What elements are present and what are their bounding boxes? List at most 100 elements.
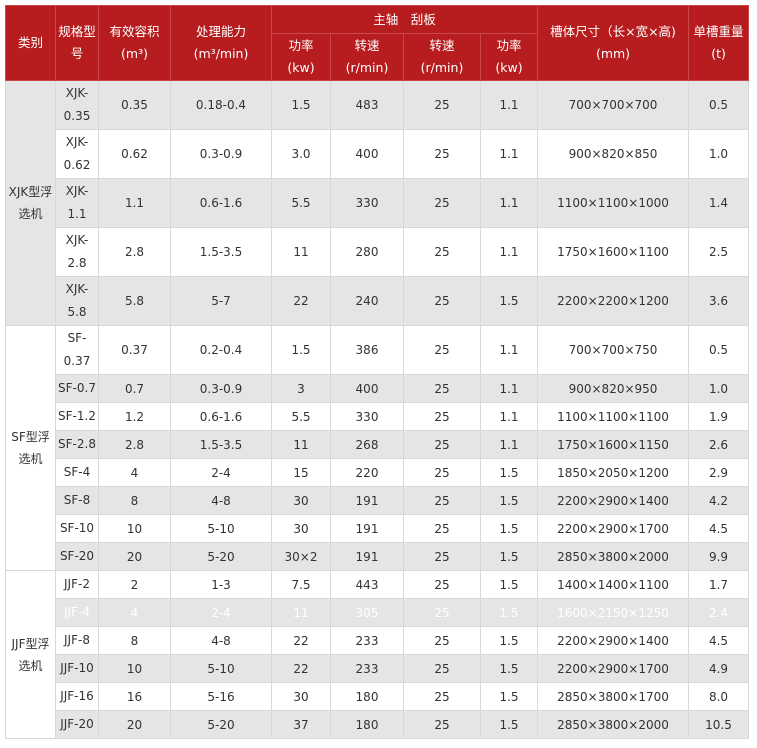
header-weight-unit: (t) [711, 46, 726, 61]
scraper-power-cell: 1.5 [479, 458, 539, 487]
main-speed-cell: 443 [330, 570, 404, 599]
capacity-cell: 0.18-0.4 [170, 80, 272, 130]
volume-cell: 8 [98, 626, 171, 655]
volume-cell: 10 [98, 514, 171, 543]
main-power-cell: 5.5 [271, 402, 331, 431]
size-cell: 2200×2900×1400 [537, 626, 690, 655]
size-cell: 2200×2200×1200 [537, 276, 690, 326]
scraper-power-cell: 1.5 [479, 626, 539, 655]
table-row: JJF-4 4 2-4 11 305 25 1.5 1600×2150×1250 2.4 [6, 598, 750, 627]
main-power-cell: 22 [271, 276, 331, 326]
category-cell: JJF型浮选机 [5, 570, 56, 739]
volume-cell: 2.8 [98, 227, 171, 277]
main-speed-cell: 330 [330, 402, 404, 431]
volume-cell: 1.2 [98, 402, 171, 431]
capacity-cell: 0.3-0.9 [170, 129, 272, 179]
volume-cell: 8 [98, 486, 171, 515]
weight-cell: 4.5 [688, 514, 750, 543]
capacity-cell: 5-20 [170, 710, 272, 739]
size-cell: 1100×1100×1100 [537, 402, 690, 431]
weight-cell: 2.5 [688, 227, 750, 277]
volume-cell: 2.8 [98, 430, 171, 459]
main-speed-cell: 483 [330, 80, 404, 130]
weight-cell: 1.0 [688, 129, 750, 179]
size-cell: 700×700×700 [537, 80, 690, 130]
header-volume-label: 有效容积 [109, 24, 160, 39]
main-power-cell: 11 [271, 598, 331, 627]
scraper-speed-cell: 25 [403, 626, 481, 655]
capacity-cell: 5-7 [170, 276, 272, 326]
table-row: SF-4 4 2-4 15 220 25 1.5 1850×2050×1200 2.9 [6, 458, 750, 487]
category-cell: SF型浮选机 [5, 325, 56, 571]
header-main-power-label: 功率 [288, 38, 314, 53]
scraper-speed-cell: 25 [403, 570, 481, 599]
model-cell: JJF-16 [55, 682, 99, 711]
weight-cell: 8.0 [688, 682, 750, 711]
main-speed-cell: 268 [330, 430, 404, 459]
header-capacity-unit: (m³/min) [193, 46, 249, 61]
size-cell: 900×820×950 [537, 374, 690, 403]
weight-cell: 1.7 [688, 570, 750, 599]
scraper-power-cell: 1.5 [479, 598, 539, 627]
model-cell: XJK-0.35 [55, 80, 99, 130]
main-speed-cell: 305 [330, 598, 404, 627]
volume-cell: 2 [98, 570, 171, 599]
volume-cell: 1.1 [98, 178, 171, 228]
scraper-speed-cell: 25 [403, 542, 481, 571]
table-row: JJF-8 8 4-8 22 233 25 1.5 2200×2900×1400 4.5 [6, 626, 750, 655]
model-cell: JJF-10 [55, 654, 99, 683]
weight-cell: 1.4 [688, 178, 750, 228]
scraper-power-cell: 1.1 [479, 129, 539, 179]
table-row: XJK-5.8 5.8 5-7 22 240 25 1.5 2200×2200×1200 3.6 [6, 276, 750, 326]
capacity-cell: 1.5-3.5 [170, 430, 272, 459]
scraper-speed-cell: 25 [403, 710, 481, 739]
capacity-cell: 1.5-3.5 [170, 227, 272, 277]
table-row: JJF-10 10 5-10 22 233 25 1.5 2200×2900×1700 4.9 [6, 654, 750, 683]
main-speed-cell: 280 [330, 227, 404, 277]
size-cell: 1750×1600×1150 [537, 430, 690, 459]
main-power-cell: 30×2 [271, 542, 331, 571]
scraper-power-cell: 1.5 [479, 710, 539, 739]
main-speed-cell: 400 [330, 129, 404, 179]
scraper-speed-cell: 25 [403, 458, 481, 487]
header-weight-label: 单槽重量 [693, 24, 744, 39]
scraper-speed-cell: 25 [403, 598, 481, 627]
table-row: JJF-20 20 5-20 37 180 25 1.5 2850×3800×2000 10.5 [6, 710, 750, 739]
scraper-speed-cell: 25 [403, 654, 481, 683]
volume-cell: 4 [98, 598, 171, 627]
scraper-power-cell: 1.5 [479, 682, 539, 711]
scraper-power-cell: 1.1 [479, 430, 539, 459]
header-scraper-speed: 转速 (r/min) [403, 33, 481, 81]
weight-cell: 4.5 [688, 626, 750, 655]
main-power-cell: 30 [271, 682, 331, 711]
table-row: JJF-16 16 5-16 30 180 25 1.5 2850×3800×1700 8.0 [6, 682, 750, 711]
volume-cell: 0.62 [98, 129, 171, 179]
header-volume-unit: (m³) [121, 46, 148, 61]
main-power-cell: 30 [271, 514, 331, 543]
weight-cell: 4.9 [688, 654, 750, 683]
scraper-speed-cell: 25 [403, 276, 481, 326]
size-cell: 900×820×850 [537, 129, 690, 179]
scraper-speed-cell: 25 [403, 682, 481, 711]
size-cell: 2200×2900×1700 [537, 514, 690, 543]
flotation-machine-spec-table: 类别 规格型号 有效容积 (m³) 处理能力 (m³/min) 主轴 刮板 槽体尺寸… [5, 5, 750, 739]
table-row: XJK-0.62 0.62 0.3-0.9 3.0 400 25 1.1 900×820×85… [6, 129, 750, 179]
header-capacity-label: 处理能力 [195, 24, 246, 39]
weight-cell: 3.6 [688, 276, 750, 326]
header-shaft-scraper-group: 主轴 刮板 [270, 5, 539, 34]
main-power-cell: 11 [271, 227, 331, 277]
main-power-cell: 1.5 [271, 325, 331, 375]
weight-cell: 2.9 [688, 458, 750, 487]
size-cell: 2850×3800×2000 [537, 542, 690, 571]
volume-cell: 10 [98, 654, 171, 683]
header-scraper-power-unit: (kw) [495, 60, 523, 75]
model-cell: SF-0.37 [55, 325, 99, 375]
header-size-label: 槽体尺寸（长×宽×高) [550, 24, 676, 39]
weight-cell: 9.9 [688, 542, 750, 571]
size-cell: 2200×2900×1400 [537, 486, 690, 515]
scraper-speed-cell: 25 [403, 178, 481, 228]
weight-cell: 4.2 [688, 486, 750, 515]
table-body: XJK型浮选机 XJK-0.35 0.35 0.18-0.4 1.5 483 25 1.1 70… [5, 80, 750, 739]
main-speed-cell: 180 [330, 710, 404, 739]
header-model: 规格型号 [55, 5, 99, 81]
